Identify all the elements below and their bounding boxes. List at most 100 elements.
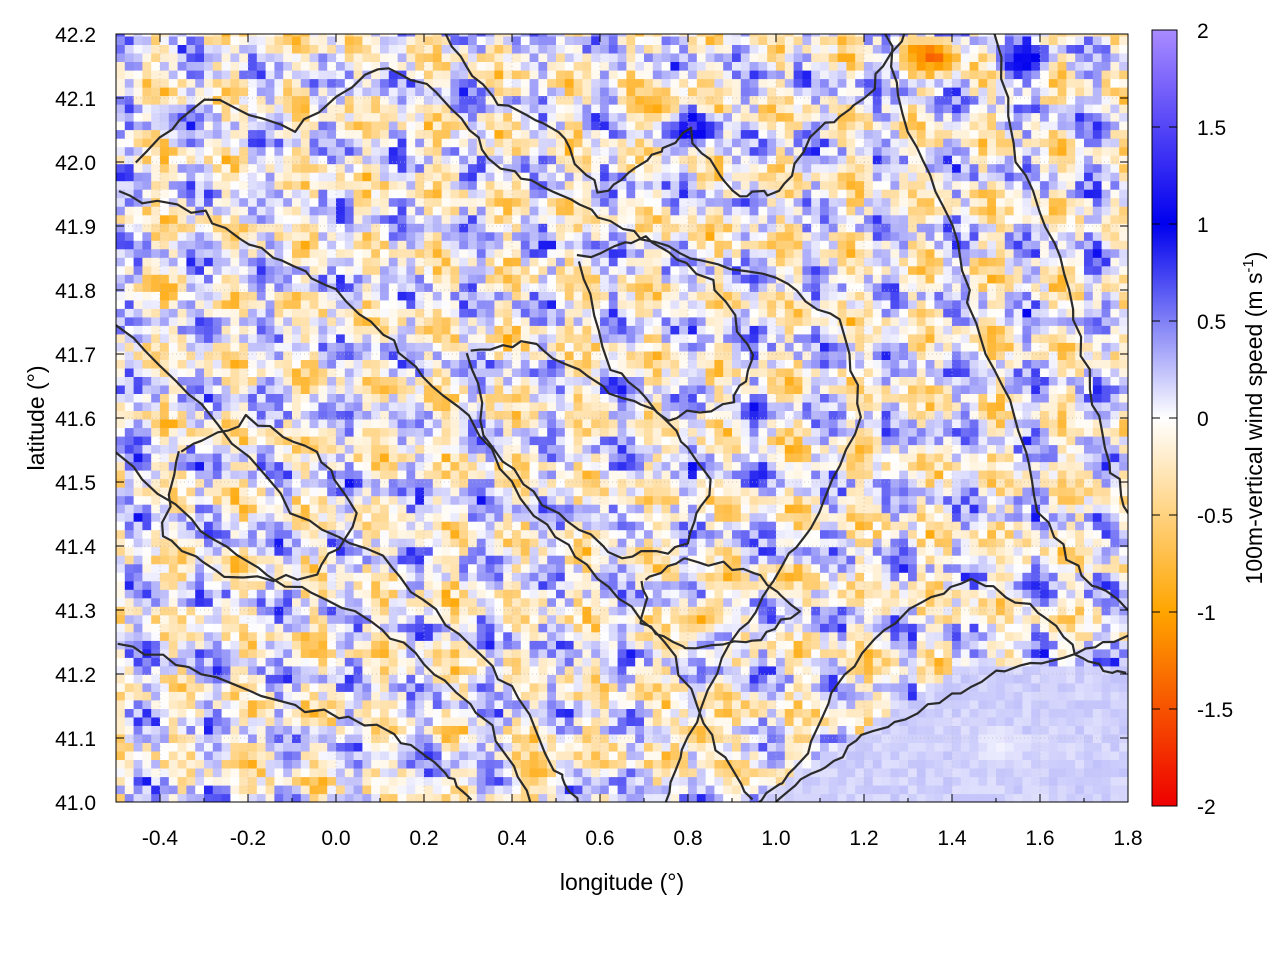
heatmap-cell xyxy=(274,640,284,650)
heatmap-cell xyxy=(415,682,425,692)
heatmap-cell xyxy=(459,793,469,802)
heatmap-cell xyxy=(952,436,962,446)
heatmap-cell xyxy=(468,725,478,735)
heatmap-cell xyxy=(415,708,425,718)
heatmap-cell xyxy=(864,538,874,548)
heatmap-cell xyxy=(116,478,126,488)
heatmap-cell xyxy=(415,597,425,607)
heatmap-cell xyxy=(1013,708,1023,718)
heatmap-cell xyxy=(142,614,152,624)
heatmap-cell xyxy=(168,631,179,641)
heatmap-cell xyxy=(600,444,610,454)
heatmap-cell xyxy=(890,631,900,641)
heatmap-cell xyxy=(512,682,522,692)
heatmap-cell xyxy=(969,597,979,607)
heatmap-cell xyxy=(248,580,258,590)
heatmap-cell xyxy=(353,538,363,548)
heatmap-cell xyxy=(714,657,724,667)
heatmap-cell xyxy=(661,546,671,556)
heatmap-cell xyxy=(1101,657,1111,667)
heatmap-cell xyxy=(512,495,522,505)
heatmap-cell xyxy=(239,691,249,701)
heatmap-cell xyxy=(406,478,416,488)
heatmap-cell xyxy=(705,750,715,760)
heatmap-cell xyxy=(1004,725,1015,735)
heatmap-cell xyxy=(124,427,135,437)
heatmap-cell xyxy=(828,691,839,701)
heatmap-cell xyxy=(353,580,363,590)
heatmap-cell xyxy=(1040,580,1050,590)
heatmap-cell xyxy=(195,725,205,735)
heatmap-cell xyxy=(450,674,460,684)
heatmap-cell xyxy=(925,461,935,471)
heatmap-cell xyxy=(124,597,135,607)
heatmap-cell xyxy=(987,750,997,760)
heatmap-cell xyxy=(1101,546,1111,556)
heatmap-cell xyxy=(943,785,953,795)
heatmap-cell xyxy=(292,640,302,650)
heatmap-cell xyxy=(441,725,451,735)
heatmap-cell xyxy=(714,699,724,709)
heatmap-cell xyxy=(828,648,839,658)
heatmap-cell xyxy=(204,742,214,752)
heatmap-cell xyxy=(468,750,478,760)
heatmap-cell xyxy=(652,444,663,454)
heatmap-cell xyxy=(828,699,839,709)
heatmap-cell xyxy=(776,597,786,607)
heatmap-cell xyxy=(828,444,839,454)
heatmap-cell xyxy=(512,759,522,769)
heatmap-cell xyxy=(952,640,962,650)
heatmap-cell xyxy=(116,563,126,573)
heatmap-cell xyxy=(617,461,627,471)
heatmap-cell xyxy=(1110,504,1120,514)
heatmap-cell xyxy=(362,793,372,802)
heatmap-cell xyxy=(837,521,847,531)
heatmap-cell xyxy=(608,504,619,514)
heatmap-cell xyxy=(397,538,407,548)
heatmap-cell xyxy=(283,461,293,471)
heatmap-cell xyxy=(116,436,126,446)
heatmap-cell xyxy=(362,580,372,590)
heatmap-cell xyxy=(432,521,443,531)
heatmap-cell xyxy=(1022,589,1032,599)
heatmap-cell xyxy=(424,572,434,582)
heatmap-cell xyxy=(292,733,302,743)
heatmap-cell xyxy=(960,555,971,565)
heatmap-cell xyxy=(406,572,416,582)
heatmap-cell xyxy=(494,750,504,760)
heatmap-cell xyxy=(776,742,786,752)
heatmap-cell xyxy=(512,776,522,786)
heatmap-cell xyxy=(626,776,636,786)
heatmap-cell xyxy=(116,623,126,633)
heatmap-cell xyxy=(556,742,566,752)
heatmap-cell xyxy=(908,750,918,760)
heatmap-cell xyxy=(969,495,979,505)
heatmap-cell xyxy=(670,453,680,463)
heatmap-cell xyxy=(802,589,812,599)
heatmap-cell xyxy=(292,487,302,497)
heatmap-cell xyxy=(529,716,539,726)
heatmap-cell xyxy=(362,759,372,769)
heatmap-cell xyxy=(388,785,399,795)
heatmap-cell xyxy=(1075,623,1085,633)
heatmap-cell xyxy=(1004,478,1015,488)
heatmap-cell xyxy=(899,555,909,565)
heatmap-cell xyxy=(248,733,258,743)
heatmap-cell xyxy=(705,657,715,667)
heatmap-cell xyxy=(1066,785,1076,795)
heatmap-cell xyxy=(969,640,979,650)
heatmap-cell xyxy=(732,555,742,565)
heatmap-cell xyxy=(133,453,143,463)
heatmap-cell xyxy=(1092,631,1103,641)
heatmap-cell xyxy=(230,580,240,590)
heatmap-cell xyxy=(679,699,689,709)
heatmap-cell xyxy=(327,750,337,760)
heatmap-cell xyxy=(899,716,909,726)
heatmap-cell xyxy=(582,750,592,760)
heatmap-cell xyxy=(1084,580,1094,590)
heatmap-cell xyxy=(344,589,355,599)
heatmap-cell xyxy=(547,682,557,692)
heatmap-cell xyxy=(960,750,971,760)
heatmap-cell xyxy=(564,453,575,463)
heatmap-cell xyxy=(582,716,592,726)
